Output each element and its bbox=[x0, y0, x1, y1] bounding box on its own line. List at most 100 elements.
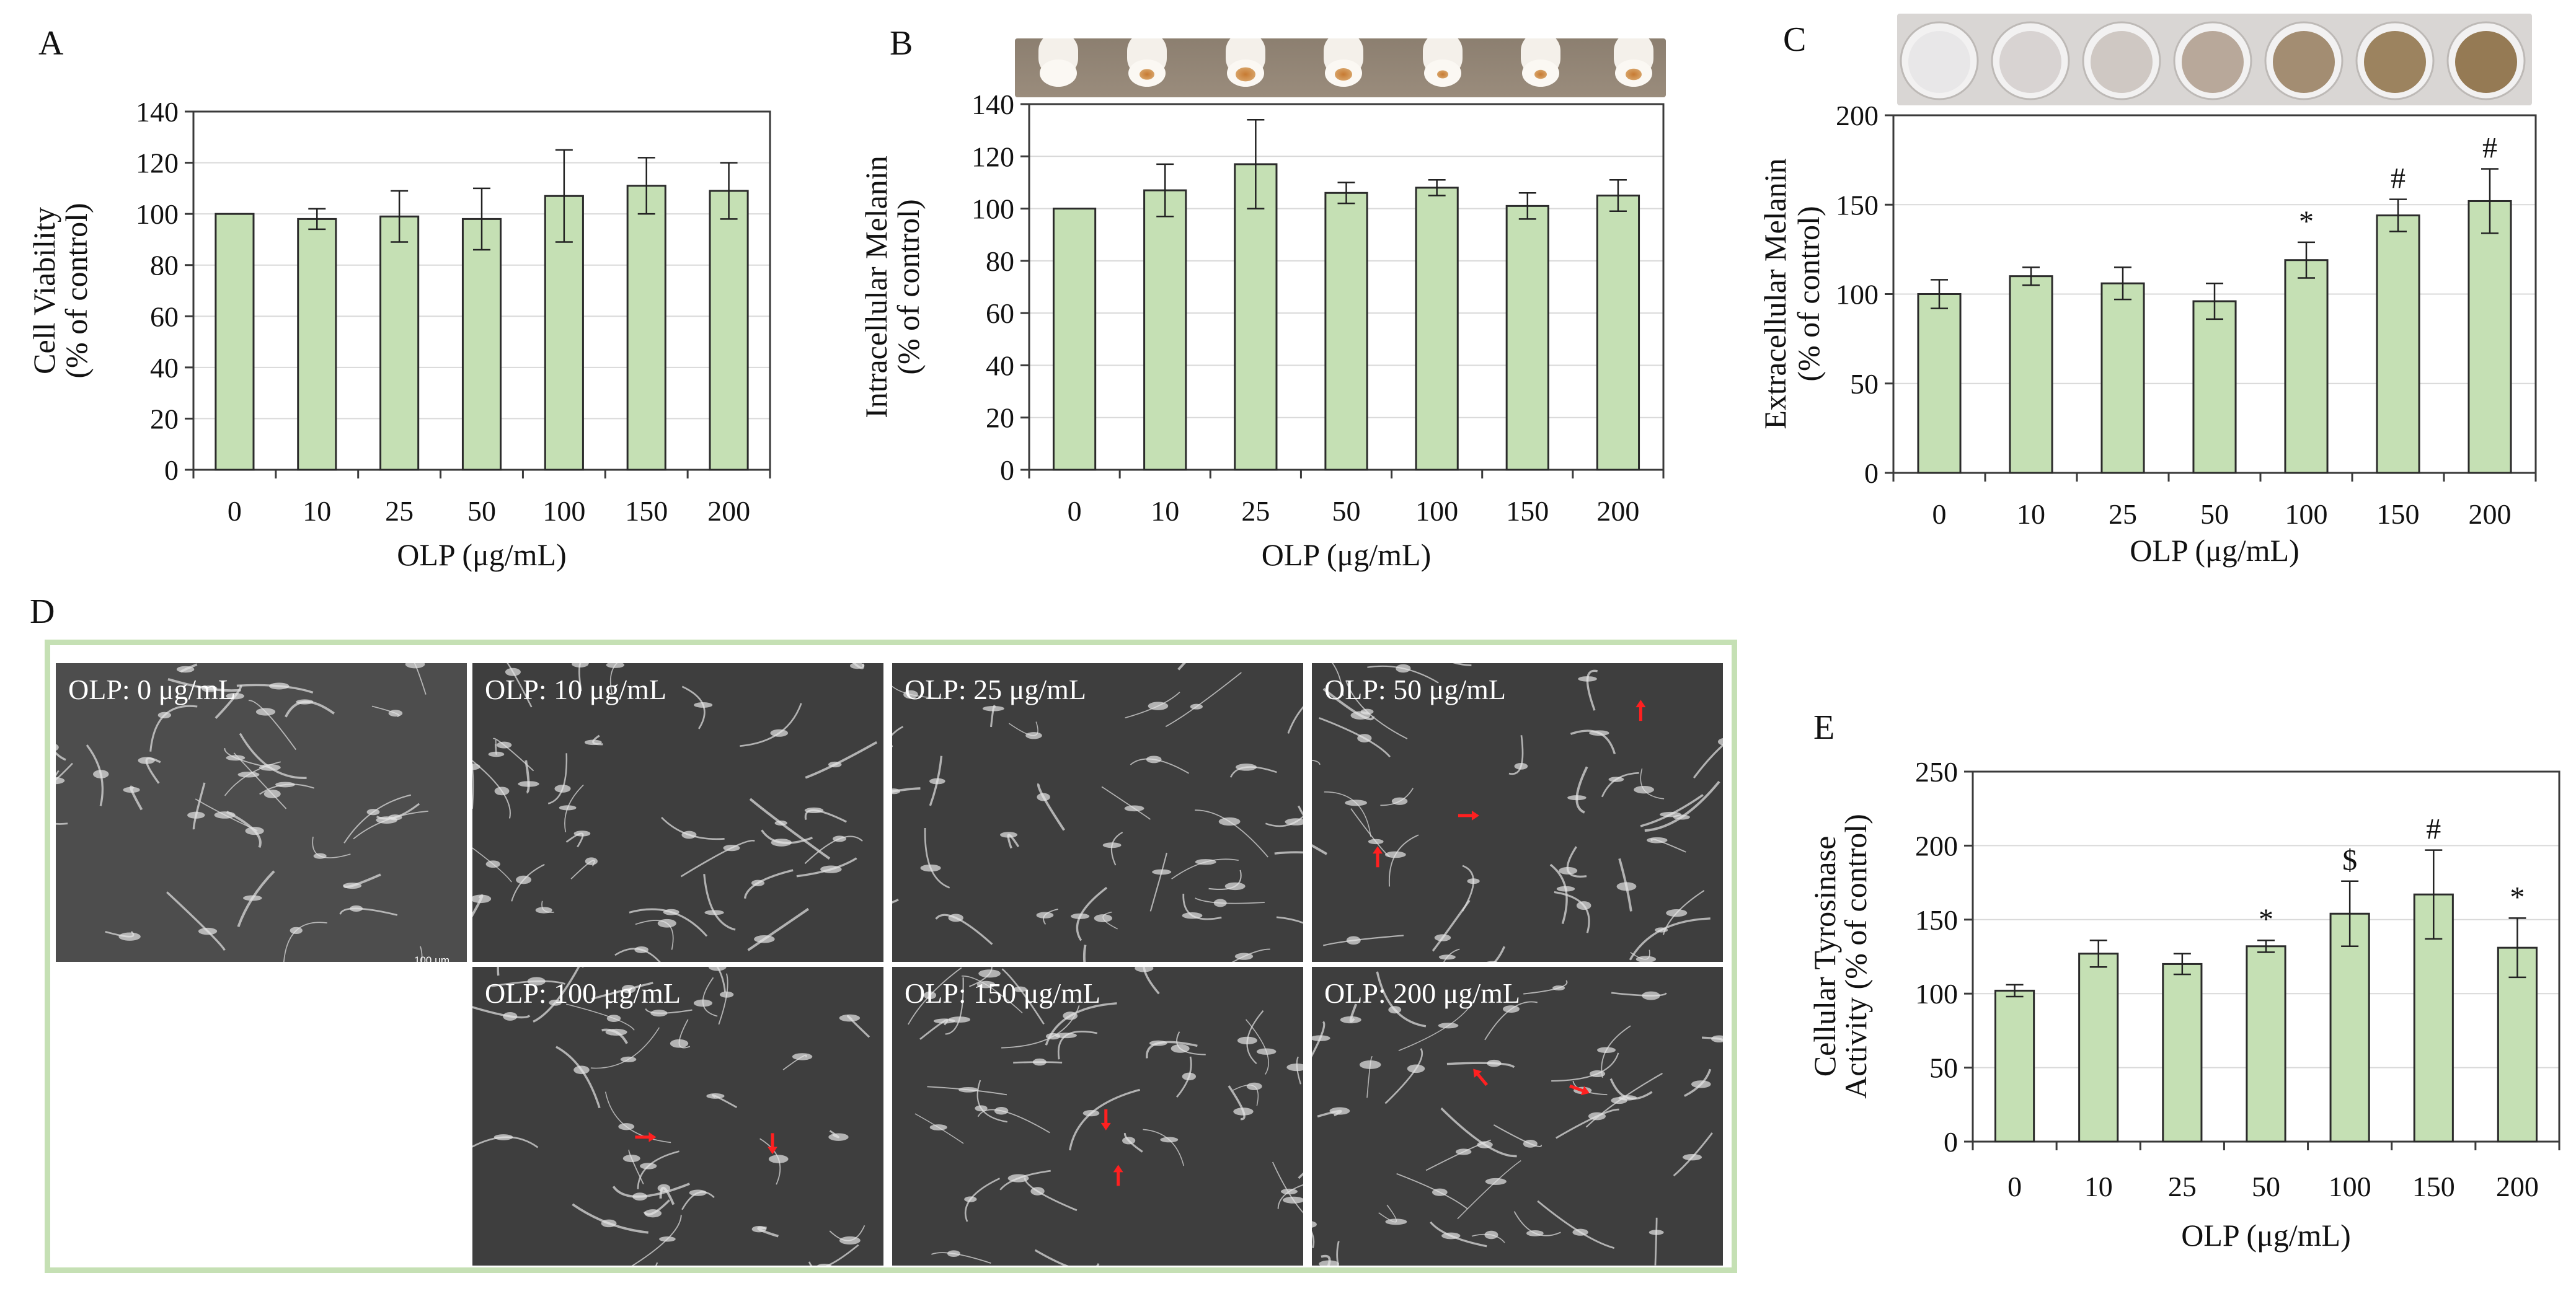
cell-body bbox=[494, 1134, 513, 1140]
chart-e-ylabel-line2: Activity (% of control) bbox=[1838, 814, 1873, 1099]
micrograph-background bbox=[892, 967, 1303, 1266]
cell-body bbox=[1487, 961, 1498, 962]
chart-b-ylabel-line2: (% of control) bbox=[891, 199, 926, 374]
red-arrow-shaft bbox=[1475, 1072, 1489, 1086]
cell-body bbox=[1691, 1080, 1711, 1088]
cell-body bbox=[1146, 756, 1162, 764]
panel-letter-e: E bbox=[1813, 708, 1835, 747]
cell-body bbox=[350, 905, 363, 912]
chart-c-significance-mark: # bbox=[2482, 132, 2497, 165]
chart-e-bar bbox=[2246, 945, 2286, 1143]
cell-body bbox=[771, 839, 792, 847]
cell-body bbox=[622, 1155, 640, 1163]
cell-process bbox=[56, 822, 68, 825]
cell-body bbox=[1148, 702, 1169, 710]
cell-process bbox=[1274, 851, 1303, 855]
cell-body bbox=[1312, 1221, 1317, 1228]
cell-body bbox=[976, 980, 996, 989]
chart-c-xtick-label: 10 bbox=[2017, 498, 2045, 530]
cell-body bbox=[1467, 878, 1480, 884]
chart-b-ytick-label: 100 bbox=[972, 193, 1014, 225]
cell-body bbox=[554, 785, 571, 793]
chart-e-bar bbox=[2329, 912, 2370, 1143]
chart-e-ytick-label: 200 bbox=[1915, 830, 1958, 861]
chart-b-ytick-label: 60 bbox=[986, 297, 1014, 329]
melanin-pellet bbox=[1626, 68, 1642, 81]
cell-body bbox=[948, 914, 963, 922]
cell-body bbox=[226, 692, 244, 700]
cell-body bbox=[275, 782, 295, 788]
chart-a-bar bbox=[461, 218, 502, 471]
cell-body bbox=[1246, 1082, 1262, 1090]
melanin-pellet bbox=[1236, 67, 1255, 82]
red-arrow bbox=[1635, 700, 1646, 721]
micrograph-label: OLP: 25 μg/mL bbox=[905, 674, 1087, 705]
cell-body bbox=[1588, 1112, 1606, 1121]
chart-e-xlabel: OLP (μg/mL) bbox=[2181, 1218, 2351, 1253]
cell-body bbox=[1523, 1140, 1538, 1148]
cell-body bbox=[1597, 1047, 1616, 1053]
cell-body bbox=[1514, 762, 1528, 770]
cell-process bbox=[1312, 759, 1321, 765]
chart-c-xtick-label: 25 bbox=[2109, 498, 2137, 530]
cell-body bbox=[313, 853, 327, 859]
well-medium bbox=[2455, 31, 2517, 93]
chart-e-xtick-label: 200 bbox=[2496, 1171, 2539, 1202]
cell-process bbox=[497, 967, 500, 976]
cell-body bbox=[1608, 777, 1624, 782]
cell-body bbox=[1102, 842, 1122, 848]
red-arrow-head bbox=[1580, 1086, 1590, 1096]
cell-body bbox=[1037, 793, 1050, 801]
cell-body bbox=[1357, 734, 1372, 742]
chart-b-xlabel: OLP (μg/mL) bbox=[1262, 537, 1432, 572]
well-medium bbox=[2091, 31, 2153, 93]
cell-process bbox=[1034, 1249, 1100, 1266]
cell-body bbox=[978, 969, 1001, 978]
cell-body bbox=[708, 967, 727, 971]
cell-process bbox=[892, 726, 904, 736]
chart-b-ytick-label: 40 bbox=[986, 350, 1014, 381]
cell-body bbox=[1282, 1196, 1303, 1204]
cell-process bbox=[1693, 744, 1723, 779]
cell-body bbox=[296, 699, 314, 705]
chart-a-xtick-label: 0 bbox=[228, 495, 242, 527]
cell-body bbox=[663, 909, 679, 915]
cell-body bbox=[1007, 1174, 1029, 1183]
cell-body bbox=[1025, 732, 1042, 739]
chart-e-ylabel-line1: Cellular Tyrosinase bbox=[1807, 836, 1842, 1077]
chart-c-xtick-label: 200 bbox=[2469, 498, 2512, 530]
melanin-pellet bbox=[1335, 68, 1352, 81]
red-arrow-head bbox=[767, 1147, 777, 1155]
chart-c-bar bbox=[2376, 214, 2420, 474]
cell-body bbox=[1642, 991, 1660, 1000]
cell-body bbox=[1438, 954, 1456, 960]
cell-body bbox=[920, 864, 941, 872]
chart-b-bar bbox=[1324, 192, 1368, 471]
cell-body bbox=[138, 757, 155, 764]
chart-e-xtick-label: 10 bbox=[2084, 1171, 2113, 1202]
chart-b-ylabel-line1: Intracellular Melanin bbox=[859, 156, 893, 418]
cell-body bbox=[1666, 909, 1688, 917]
cell-body bbox=[1036, 912, 1054, 919]
cell-body bbox=[1384, 851, 1406, 858]
chart-a-ytick-label: 0 bbox=[164, 454, 179, 486]
panel-letter-b: B bbox=[890, 24, 913, 63]
chart-e-xtick-label: 150 bbox=[2412, 1171, 2455, 1202]
cell-body bbox=[958, 1086, 978, 1093]
cell-process bbox=[1297, 805, 1303, 816]
well-medium bbox=[1999, 31, 2061, 93]
cell-process bbox=[1082, 945, 1087, 962]
melanin-pellet bbox=[1437, 70, 1448, 79]
cell-body bbox=[618, 1123, 635, 1130]
cell-body bbox=[605, 1028, 627, 1036]
cell-body bbox=[850, 663, 865, 669]
cell-body bbox=[494, 786, 510, 796]
red-arrow-head bbox=[1100, 1122, 1111, 1130]
cell-body bbox=[975, 1105, 988, 1112]
cell-body bbox=[1124, 805, 1144, 812]
cell-body bbox=[585, 857, 598, 865]
cell-body bbox=[343, 883, 362, 889]
cell-body bbox=[1218, 817, 1241, 826]
cell-body bbox=[704, 910, 724, 915]
chart-c-xtick-label: 150 bbox=[2377, 498, 2420, 530]
